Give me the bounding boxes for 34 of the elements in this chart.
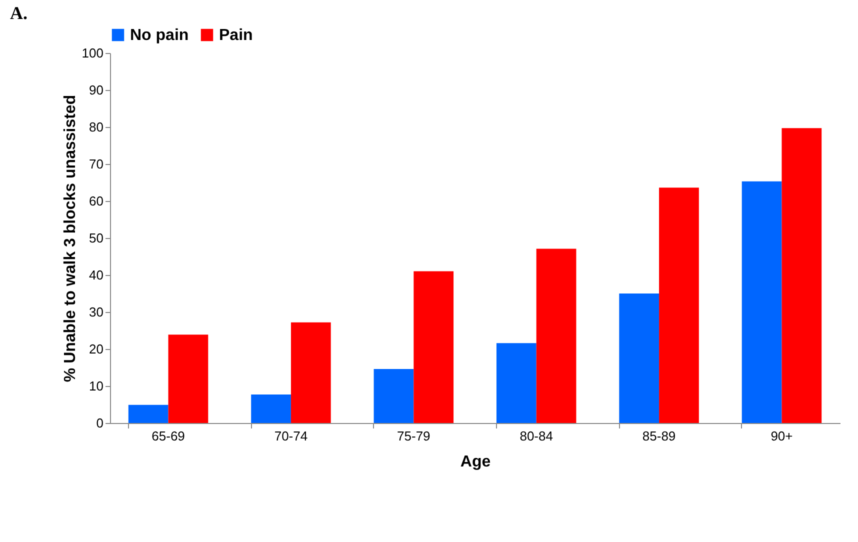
x-tick-label: 80-84 — [520, 428, 553, 444]
bar — [619, 294, 660, 423]
y-axis-title: % Unable to walk 3 blocks unassisted — [62, 94, 79, 382]
y-tick-label: 100 — [82, 46, 104, 60]
y-tick-label: 80 — [89, 120, 104, 134]
x-tick-label: 85-89 — [642, 428, 676, 444]
chart-title: A. — [10, 3, 28, 23]
y-tick-label: 0 — [96, 416, 104, 430]
bar — [782, 128, 822, 423]
y-tick-label: 10 — [89, 378, 104, 394]
y-tick-label: 90 — [89, 82, 104, 98]
x-tick-label: 90+ — [770, 428, 793, 444]
y-tick-label: 60 — [89, 194, 104, 208]
legend-label: Pain — [219, 27, 253, 44]
bar — [536, 248, 576, 423]
y-tick-label: 30 — [89, 304, 104, 320]
y-tick-label: 70 — [89, 156, 104, 172]
y-tick-label: 20 — [89, 342, 104, 356]
bar — [659, 188, 699, 423]
bar — [496, 343, 536, 423]
bar — [374, 368, 414, 423]
bar — [290, 322, 331, 423]
bar — [128, 404, 168, 423]
bar — [414, 271, 454, 423]
bar — [742, 181, 782, 423]
y-tick-label: 50 — [89, 230, 104, 246]
bar — [251, 394, 291, 423]
x-axis-title: Age — [460, 454, 491, 470]
bar — [168, 334, 208, 423]
x-tick-label: 65-69 — [152, 428, 185, 444]
legend-label: No pain — [130, 27, 189, 44]
x-tick-label: 70-74 — [274, 428, 308, 444]
y-tick-label: 40 — [89, 268, 104, 282]
x-tick-label: 75-79 — [397, 428, 430, 444]
